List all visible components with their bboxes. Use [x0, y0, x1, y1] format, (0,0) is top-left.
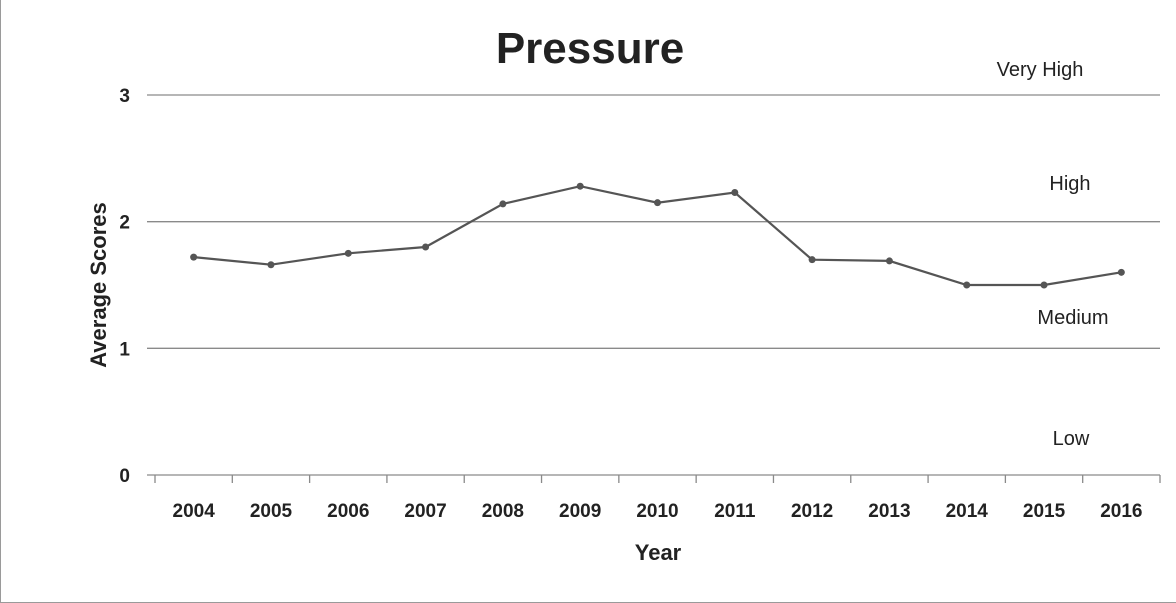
x-tick-label: 2014 — [946, 501, 989, 522]
x-ticks — [154, 475, 1161, 483]
y-tick-label: 1 — [119, 339, 130, 360]
x-tick-label: 2011 — [714, 501, 756, 522]
data-point-2009 — [576, 182, 584, 190]
x-tick-label: 2009 — [559, 501, 601, 522]
x-axis-title: Year — [635, 540, 682, 565]
x-tick-label: 2016 — [1100, 501, 1142, 522]
band-label-very-high: Very High — [997, 59, 1084, 81]
chart-title: Pressure — [496, 24, 684, 73]
y-tick-label: 0 — [119, 466, 130, 487]
band-label-high: High — [1049, 173, 1090, 195]
x-tick-label: 2015 — [1023, 501, 1066, 522]
y-tick-label: 2 — [119, 213, 130, 234]
data-point-2013 — [885, 257, 893, 265]
data-point-2011 — [731, 189, 739, 197]
gridlines — [147, 94, 1160, 476]
series-pressure — [190, 182, 1125, 289]
data-point-2015 — [1040, 281, 1048, 289]
band-label-medium: Medium — [1037, 307, 1108, 329]
data-point-2010 — [654, 199, 661, 207]
data-point-2004 — [190, 253, 198, 261]
x-tick-label: 2007 — [404, 501, 446, 522]
x-tick-labels: 2004 2005 2006 2007 2008 2009 2010 2011 2012 2013… — [173, 501, 1143, 522]
data-point-2016 — [1117, 268, 1125, 276]
x-tick-label: 2008 — [482, 501, 524, 522]
data-point-2014 — [963, 281, 971, 289]
data-point-2008 — [499, 200, 507, 208]
data-point-2012 — [808, 256, 816, 264]
x-tick-label: 2012 — [791, 501, 833, 522]
data-point-2006 — [344, 249, 352, 257]
y-tick-labels: 0 1 2 3 — [119, 86, 130, 487]
x-tick-label: 2010 — [636, 501, 678, 522]
x-tick-label: 2013 — [868, 501, 910, 522]
y-tick-label: 3 — [119, 86, 130, 107]
band-label-low: Low — [1053, 428, 1090, 450]
data-point-2005 — [267, 261, 275, 269]
data-point-2007 — [422, 243, 430, 251]
x-tick-label: 2005 — [250, 501, 293, 522]
x-tick-label: 2004 — [173, 501, 216, 522]
y-axis-title: Average Scores — [86, 202, 111, 368]
x-tick-label: 2006 — [327, 501, 369, 522]
